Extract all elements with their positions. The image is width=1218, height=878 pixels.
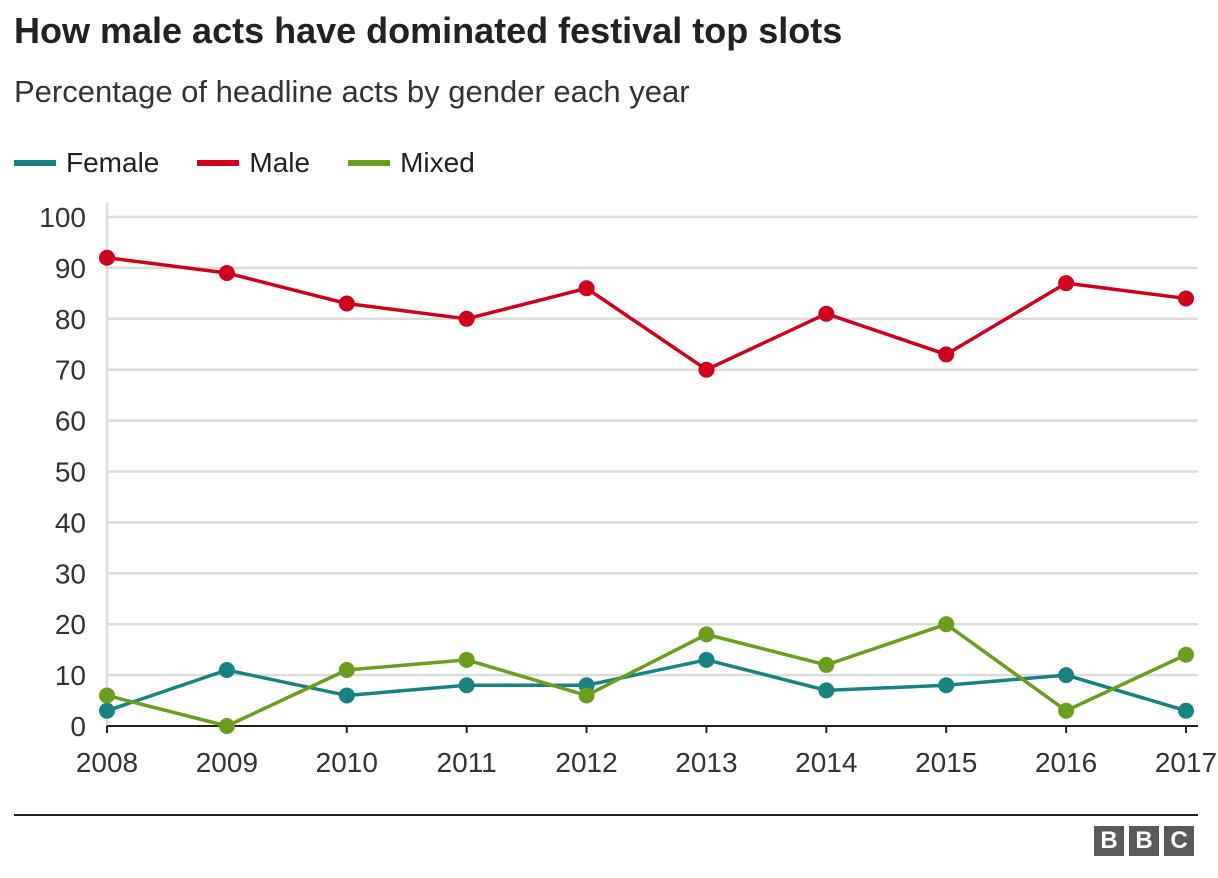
y-tick-label: 0 [70,711,86,742]
series-line-male [106,255,1187,372]
y-tick-label: 80 [55,304,86,335]
data-point-male [938,346,955,363]
data-point-female [1178,702,1194,719]
x-tick-label: 2014 [795,747,857,778]
data-point-male [99,249,115,266]
bbc-logo: B B C [1094,826,1194,856]
footer-divider [14,814,1198,816]
legend-swatch-male [197,160,240,166]
data-point-female [458,677,475,694]
data-point-female [338,687,355,704]
legend-label-female: Female [66,147,160,178]
data-point-male [1178,290,1194,307]
x-tick-label: 2013 [675,747,737,778]
y-tick-label: 40 [55,507,86,538]
y-tick-label: 10 [55,660,86,691]
y-tick-label: 50 [55,457,86,488]
data-point-female [99,702,115,719]
data-point-male [338,295,355,312]
x-tick-label: 2012 [555,747,617,778]
x-tick-label: 2009 [196,747,258,778]
x-tick-label: 2010 [316,747,378,778]
data-point-male [1058,275,1075,292]
x-tick-label: 2016 [1035,747,1097,778]
legend-item-female: Female [14,147,159,179]
data-point-mixed [818,656,835,673]
data-point-mixed [1058,702,1075,719]
data-point-mixed [698,626,715,643]
series-line-mixed [106,622,1187,728]
bbc-logo-letter: B [1094,826,1124,856]
data-point-female [1058,667,1075,684]
y-tick-label: 60 [55,406,86,437]
chart-title: How male acts have dominated festival to… [14,10,843,51]
legend-item-mixed: Mixed [348,147,475,179]
data-point-mixed [458,651,475,668]
chart-subtitle: Percentage of headline acts by gender ea… [14,74,690,109]
legend-item-male: Male [197,147,310,179]
data-point-female [698,651,715,668]
data-point-mixed [99,687,115,704]
data-point-mixed [338,662,355,679]
legend-swatch-mixed [348,160,391,166]
data-point-female [818,682,835,699]
data-point-male [698,361,715,378]
data-point-female [938,677,955,694]
y-tick-label: 30 [55,558,86,589]
y-tick-label: 90 [55,253,86,284]
bbc-logo-letter: C [1164,826,1194,856]
series-line-female [106,658,1187,713]
legend-label-male: Male [249,147,311,178]
legend-swatch-female [14,160,56,166]
data-point-mixed [578,687,595,704]
data-point-male [218,264,235,281]
legend-label-mixed: Mixed [400,147,475,178]
x-tick-label: 2011 [437,747,497,778]
x-tick-label: 2017 [1155,747,1217,778]
data-point-mixed [1178,646,1194,663]
y-tick-label: 20 [55,609,86,640]
x-tick-label: 2015 [915,747,977,778]
y-tick-label: 70 [55,355,86,386]
bbc-logo-letter: B [1129,826,1159,856]
data-point-mixed [218,718,235,734]
data-point-male [458,310,475,327]
data-point-female [218,662,235,679]
data-point-mixed [938,616,955,633]
data-point-male [578,280,595,297]
data-point-male [818,305,835,322]
legend: Female Male Mixed [14,145,513,181]
y-tick-label: 100 [39,202,86,233]
x-tick-label: 2008 [76,747,138,778]
